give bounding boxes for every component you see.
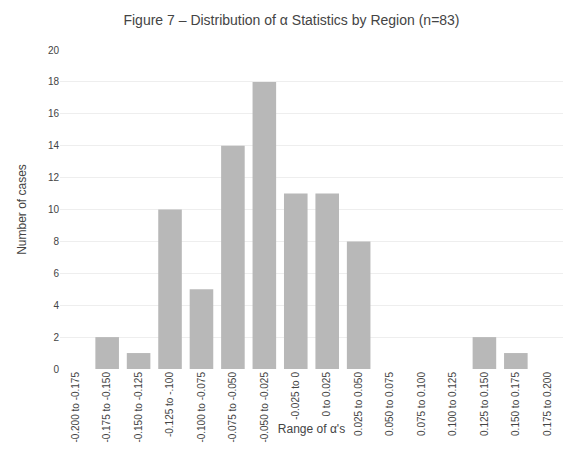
svg-text:-0.050 to -0.025: -0.050 to -0.025 [259, 372, 270, 443]
svg-text:6: 6 [53, 268, 59, 279]
svg-text:-0.150 to -0.125: -0.150 to -0.125 [133, 372, 144, 443]
svg-text:0.075 to 0.100: 0.075 to 0.100 [416, 372, 427, 436]
svg-text:0.050 to 0.075: 0.050 to 0.075 [384, 372, 395, 436]
svg-text:Range of α's: Range of α's [278, 422, 345, 436]
svg-text:0.150 to 0.175: 0.150 to 0.175 [510, 372, 521, 436]
svg-text:0: 0 [53, 364, 59, 375]
svg-text:16: 16 [48, 108, 60, 119]
svg-text:4: 4 [53, 300, 59, 311]
svg-text:-0.100 to -0.075: -0.100 to -0.075 [196, 372, 207, 443]
svg-text:-0.200 to -0.175: -0.200 to -0.175 [70, 372, 81, 443]
svg-text:-0.075 to -0.050: -0.075 to -0.050 [227, 372, 238, 443]
svg-text:10: 10 [48, 204, 60, 215]
svg-text:0.025 to 0.050: 0.025 to 0.050 [353, 372, 364, 436]
svg-text:Figure 7 – Distribution of α S: Figure 7 – Distribution of α Statistics … [123, 12, 459, 28]
svg-text:0.175 to 0.200: 0.175 to 0.200 [542, 372, 553, 436]
svg-text:-0.175 to -0.150: -0.175 to -0.150 [101, 372, 112, 443]
svg-text:2: 2 [53, 332, 59, 343]
svg-text:12: 12 [48, 172, 60, 183]
svg-text:18: 18 [48, 76, 60, 87]
svg-text:8: 8 [53, 236, 59, 247]
svg-text:Number of cases: Number of cases [15, 164, 29, 255]
svg-text:-0.025 to 0: -0.025 to 0 [290, 372, 301, 420]
svg-text:14: 14 [48, 140, 60, 151]
svg-text:0 to 0.025: 0 to 0.025 [321, 372, 332, 417]
svg-text:20: 20 [48, 45, 60, 56]
svg-text:0.100 to 0.125: 0.100 to 0.125 [447, 372, 458, 436]
svg-text:-0.125 to -.100: -0.125 to -.100 [164, 372, 175, 437]
svg-text:0.125 to 0.150: 0.125 to 0.150 [479, 372, 490, 436]
